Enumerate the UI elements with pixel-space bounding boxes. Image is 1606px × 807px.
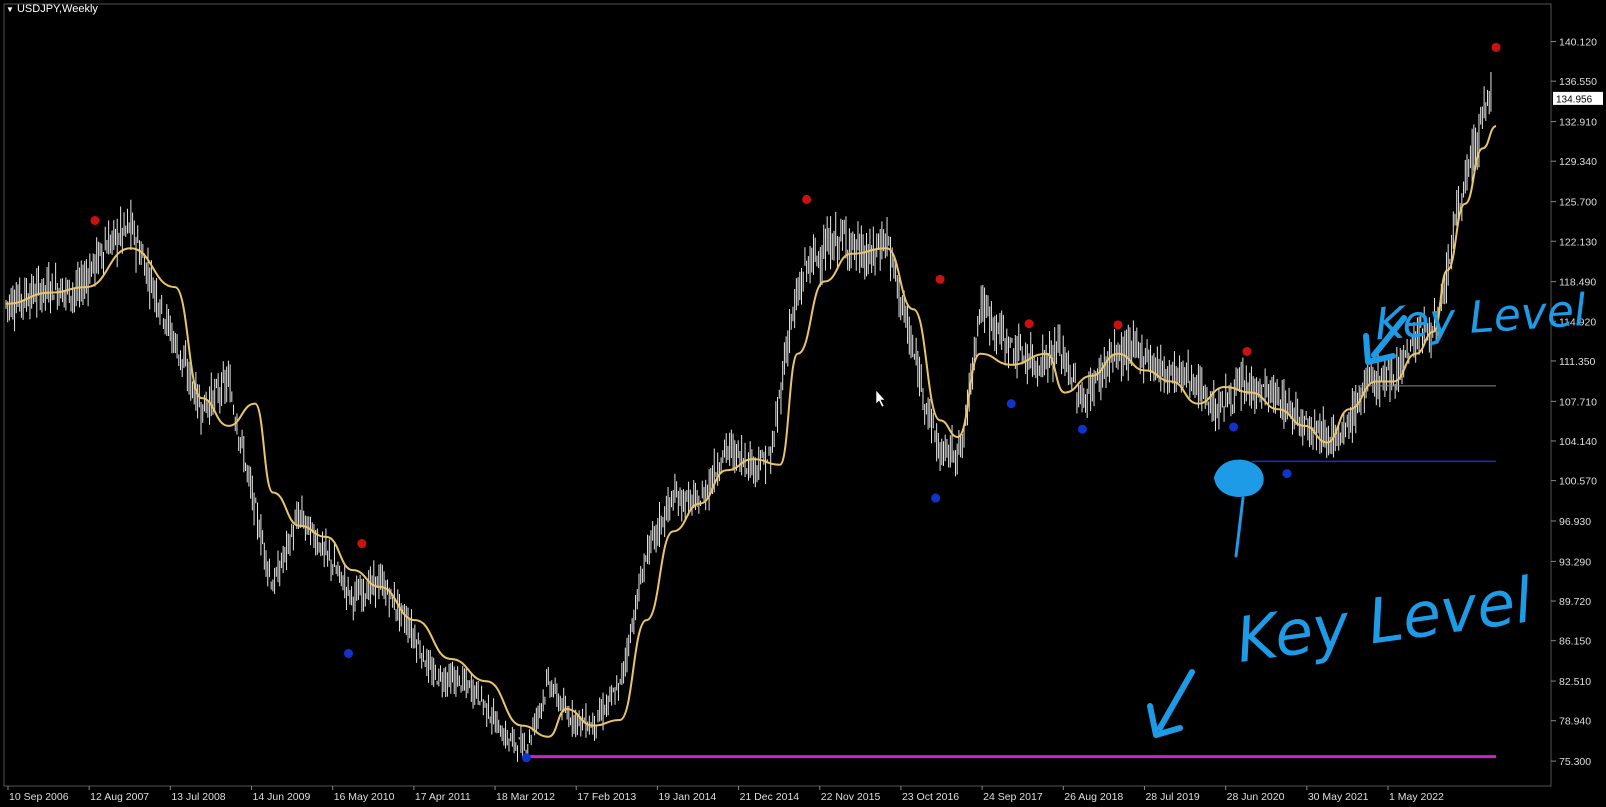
- symbol-title: ▼ USDJPY,Weekly: [6, 3, 98, 15]
- y-tick-label: 125.700: [1559, 197, 1597, 209]
- blob-tail-annotation: [1234, 496, 1245, 558]
- y-tick-label: 136.550: [1559, 76, 1597, 88]
- swing-high-marker: [357, 539, 367, 549]
- y-tick-label: 93.290: [1559, 556, 1591, 568]
- lower-arrowhead-annotation: [1147, 703, 1183, 738]
- y-tick-label: 96.930: [1559, 516, 1591, 528]
- levels-layer: [526, 385, 1497, 759]
- swing-low-marker: [931, 493, 941, 503]
- swing-low-marker: [1006, 399, 1016, 409]
- swing-low-marker: [1282, 469, 1292, 479]
- x-tick-label: 30 May 2021: [1308, 791, 1369, 803]
- y-tick-label: 129.340: [1559, 156, 1597, 168]
- swing-low-marker: [343, 648, 353, 658]
- swing-high-marker: [90, 215, 100, 225]
- x-tick-label: 12 Aug 2007: [90, 791, 149, 803]
- plot-area: [3, 3, 1552, 787]
- swing-markers-layer: [90, 42, 1501, 763]
- swing-low-marker: [521, 753, 531, 763]
- x-tick-label: 16 May 2010: [334, 791, 395, 803]
- y-tick-label: 118.490: [1559, 277, 1596, 289]
- y-tick-label: 122.130: [1559, 236, 1597, 248]
- x-tick-label: 22 Nov 2015: [821, 791, 881, 803]
- blob-scribble-annotation: [1214, 459, 1264, 497]
- mouse-cursor-icon: [875, 389, 886, 408]
- x-tick-label: 28 Jul 2019: [1145, 791, 1199, 803]
- x-tick-label: 1 May 2022: [1389, 791, 1444, 803]
- swing-high-marker: [1113, 320, 1123, 330]
- x-tick-label: 24 Sep 2017: [983, 791, 1043, 803]
- x-tick-label: 19 Jan 2014: [658, 791, 716, 803]
- x-tick-label: 21 Dec 2014: [740, 791, 800, 803]
- y-tick-label: 75.300: [1559, 756, 1591, 768]
- y-tick-label: 89.720: [1559, 596, 1591, 608]
- x-tick-label: 14 Jun 2009: [253, 791, 311, 803]
- y-tick-label: 111.350: [1559, 356, 1596, 368]
- moving-average-line: [5, 125, 1497, 738]
- collapse-triangle-icon[interactable]: ▼: [6, 5, 14, 14]
- y-tick-label: 86.150: [1559, 636, 1591, 648]
- y-tick-label: 78.940: [1559, 716, 1591, 728]
- x-tick-label: 17 Apr 2011: [415, 791, 471, 803]
- x-tick-label: 26 Aug 2018: [1064, 791, 1123, 803]
- current-price-tag: 134.956: [1553, 91, 1603, 105]
- lower-arrow-annotation: [1157, 669, 1195, 731]
- x-tick-label: 17 Feb 2013: [577, 791, 636, 803]
- pen-annotations: [1147, 315, 1407, 738]
- x-tick-label: 28 Jun 2020: [1227, 791, 1285, 803]
- x-tick-label: 10 Sep 2006: [9, 791, 69, 803]
- swing-high-marker: [1491, 42, 1501, 52]
- x-tick-label: 18 Mar 2012: [496, 791, 555, 803]
- y-tick-label: 100.570: [1559, 476, 1597, 488]
- x-tick-label: 13 Jul 2008: [171, 791, 225, 803]
- y-tick-label: 82.510: [1559, 676, 1591, 688]
- swing-low-marker: [1229, 422, 1239, 432]
- swing-high-marker: [935, 274, 945, 284]
- upper-arrow-annotation: [1371, 315, 1407, 358]
- y-tick-label: 114.920: [1559, 316, 1596, 328]
- swing-low-marker: [1077, 424, 1087, 434]
- y-tick-label: 140.120: [1559, 37, 1597, 49]
- swing-high-marker: [1024, 319, 1034, 329]
- y-tick-label: 132.910: [1559, 117, 1597, 129]
- swing-high-marker: [802, 194, 812, 204]
- upper-arrowhead-annotation: [1363, 333, 1396, 365]
- time-axis: 10 Sep 2006 12 Aug 2007 13 Jul 2008 14 Jun …: [7, 786, 1444, 803]
- current-price-label: 134.956: [1556, 94, 1593, 105]
- price-axis: 140.120 136.550 132.910 129.340 125.700 122.1…: [1551, 37, 1597, 768]
- swing-high-marker: [1242, 346, 1252, 356]
- y-tick-label: 104.140: [1559, 436, 1597, 448]
- y-tick-label: 107.710: [1559, 396, 1597, 408]
- x-tick-label: 23 Oct 2016: [902, 791, 959, 803]
